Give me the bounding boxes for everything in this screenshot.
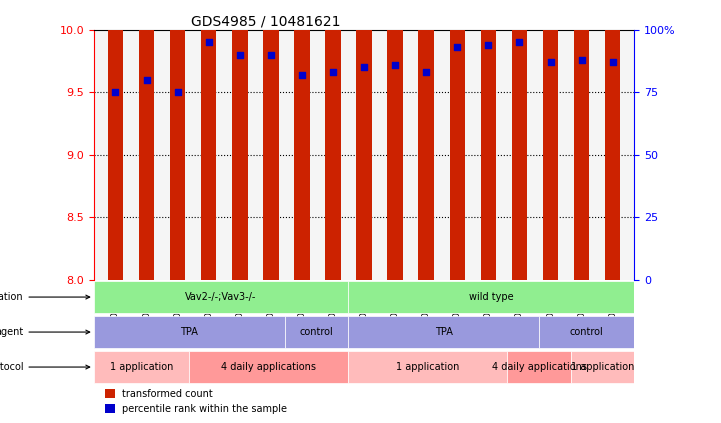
Bar — [508, 351, 571, 383]
Bar — [543, 0, 558, 280]
Bar — [201, 0, 216, 280]
Bar — [387, 0, 403, 280]
Text: Vav2-/-;Vav3-/-: Vav2-/-;Vav3-/- — [185, 292, 257, 302]
Bar — [450, 0, 465, 280]
Bar — [170, 0, 185, 280]
Bar — [512, 0, 527, 280]
Text: 1 application: 1 application — [396, 362, 459, 372]
Bar — [263, 0, 278, 280]
Point — [482, 41, 494, 48]
Bar — [285, 316, 348, 348]
Bar — [139, 0, 154, 280]
Bar — [105, 404, 115, 413]
Text: agent: agent — [0, 327, 89, 337]
Point — [514, 39, 526, 46]
Point — [545, 59, 557, 66]
Point — [607, 59, 619, 66]
Text: control: control — [299, 327, 333, 337]
Bar — [348, 281, 634, 313]
Text: 4 daily applications: 4 daily applications — [492, 362, 587, 372]
Point — [141, 76, 152, 83]
Point — [265, 51, 277, 58]
Point — [203, 39, 214, 46]
Bar — [94, 281, 348, 313]
Text: transformed count: transformed count — [122, 389, 213, 398]
Point — [389, 61, 401, 68]
Bar — [107, 0, 123, 280]
Bar — [348, 351, 508, 383]
Point — [358, 64, 370, 71]
Text: percentile rank within the sample: percentile rank within the sample — [122, 404, 287, 414]
Point — [234, 51, 246, 58]
Point — [327, 69, 339, 75]
Bar — [418, 0, 434, 280]
Bar — [232, 0, 247, 280]
Text: genotype/variation: genotype/variation — [0, 292, 89, 302]
Point — [110, 89, 121, 96]
Bar — [94, 351, 189, 383]
Point — [172, 89, 183, 96]
Bar — [105, 389, 115, 398]
Bar — [571, 351, 634, 383]
Point — [451, 44, 463, 50]
Point — [296, 71, 308, 78]
Text: TPA: TPA — [180, 327, 198, 337]
Text: 1 application: 1 application — [571, 362, 634, 372]
Text: 1 application: 1 application — [110, 362, 173, 372]
Text: wild type: wild type — [469, 292, 513, 302]
Text: GDS4985 / 10481621: GDS4985 / 10481621 — [191, 14, 340, 28]
Text: 4 daily applications: 4 daily applications — [221, 362, 317, 372]
Bar — [356, 0, 372, 280]
Text: protocol: protocol — [0, 362, 89, 372]
Bar — [348, 316, 539, 348]
Bar — [574, 0, 590, 280]
Bar — [94, 316, 285, 348]
Bar — [481, 0, 496, 280]
Bar — [539, 316, 634, 348]
Point — [420, 69, 432, 75]
Bar — [294, 0, 310, 280]
Bar — [189, 351, 348, 383]
Point — [576, 56, 588, 63]
Text: control: control — [570, 327, 603, 337]
Text: TPA: TPA — [435, 327, 453, 337]
Bar — [605, 0, 621, 280]
Bar — [325, 0, 341, 280]
